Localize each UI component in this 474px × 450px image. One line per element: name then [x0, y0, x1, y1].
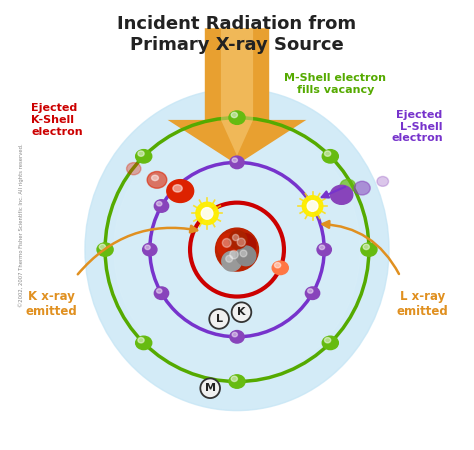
Ellipse shape — [143, 243, 157, 256]
Ellipse shape — [167, 180, 194, 202]
Ellipse shape — [114, 120, 360, 379]
Text: L x-ray
emitted: L x-ray emitted — [397, 290, 448, 318]
Ellipse shape — [152, 175, 158, 180]
Circle shape — [240, 250, 247, 257]
Text: L: L — [216, 314, 223, 324]
Circle shape — [232, 302, 251, 322]
Ellipse shape — [138, 151, 144, 156]
Circle shape — [210, 309, 229, 329]
Ellipse shape — [85, 89, 389, 410]
Ellipse shape — [156, 289, 162, 293]
Ellipse shape — [147, 171, 167, 188]
Circle shape — [201, 378, 220, 398]
Text: Ejected
K-Shell
electron: Ejected K-Shell electron — [31, 104, 83, 136]
Ellipse shape — [232, 158, 237, 162]
Ellipse shape — [155, 200, 169, 212]
Polygon shape — [221, 28, 253, 156]
Ellipse shape — [230, 156, 244, 169]
Ellipse shape — [319, 245, 325, 250]
Polygon shape — [168, 28, 306, 165]
Ellipse shape — [99, 244, 106, 250]
Text: K: K — [237, 307, 246, 317]
Ellipse shape — [173, 184, 182, 192]
Ellipse shape — [229, 111, 245, 124]
Ellipse shape — [377, 176, 389, 186]
Ellipse shape — [340, 180, 356, 192]
Text: M: M — [205, 383, 216, 393]
Ellipse shape — [361, 243, 377, 256]
Ellipse shape — [317, 243, 331, 256]
Ellipse shape — [363, 244, 369, 250]
Text: ©2002, 2007 Thermo Fisher Scientific Inc. All rights reserved.: ©2002, 2007 Thermo Fisher Scientific Inc… — [19, 143, 24, 307]
Circle shape — [237, 238, 246, 246]
Ellipse shape — [229, 375, 245, 388]
Ellipse shape — [232, 333, 237, 337]
Ellipse shape — [330, 185, 353, 204]
Text: K x-ray
emitted: K x-ray emitted — [26, 290, 77, 318]
Circle shape — [196, 202, 218, 225]
Circle shape — [222, 238, 231, 247]
Ellipse shape — [305, 287, 319, 299]
Ellipse shape — [231, 112, 237, 117]
Ellipse shape — [136, 149, 152, 163]
Circle shape — [226, 255, 233, 262]
Circle shape — [233, 234, 256, 257]
Ellipse shape — [231, 376, 237, 382]
Circle shape — [201, 207, 213, 219]
Ellipse shape — [325, 338, 331, 343]
Text: M-Shell electron
fills vacancy: M-Shell electron fills vacancy — [284, 73, 386, 95]
Text: Ejected
L-Shell
electron: Ejected L-Shell electron — [391, 110, 443, 143]
Ellipse shape — [274, 262, 281, 268]
Circle shape — [302, 196, 323, 216]
Ellipse shape — [230, 331, 244, 343]
Ellipse shape — [354, 181, 370, 195]
Ellipse shape — [322, 336, 338, 350]
Ellipse shape — [136, 336, 152, 350]
Ellipse shape — [127, 162, 141, 175]
Circle shape — [233, 234, 239, 241]
Circle shape — [230, 250, 238, 259]
Circle shape — [222, 252, 241, 271]
Circle shape — [216, 228, 258, 271]
Ellipse shape — [272, 261, 288, 274]
Ellipse shape — [308, 289, 313, 293]
Ellipse shape — [322, 149, 338, 163]
Text: Incident Radiation from
Primary X-ray Source: Incident Radiation from Primary X-ray So… — [118, 15, 356, 54]
Ellipse shape — [145, 245, 150, 250]
Ellipse shape — [138, 338, 144, 343]
Circle shape — [307, 201, 318, 212]
Circle shape — [225, 246, 249, 270]
Ellipse shape — [155, 287, 169, 299]
Circle shape — [236, 246, 256, 266]
Ellipse shape — [156, 202, 162, 206]
Ellipse shape — [97, 243, 113, 256]
Ellipse shape — [325, 151, 331, 156]
Circle shape — [229, 231, 247, 249]
Circle shape — [217, 234, 242, 259]
